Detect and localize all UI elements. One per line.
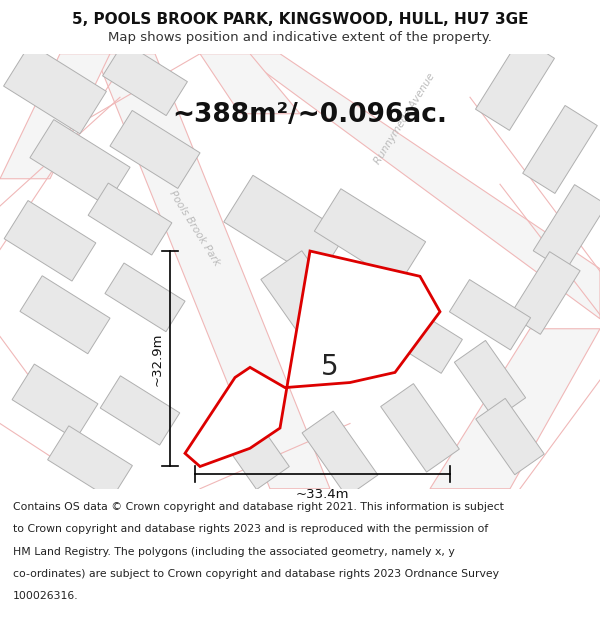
Polygon shape [4, 201, 96, 281]
Polygon shape [200, 54, 300, 114]
Polygon shape [47, 426, 133, 499]
Polygon shape [523, 106, 598, 194]
Polygon shape [211, 401, 289, 489]
Polygon shape [88, 183, 172, 255]
Polygon shape [476, 37, 554, 131]
Polygon shape [30, 119, 130, 206]
Polygon shape [0, 54, 110, 179]
Polygon shape [95, 54, 330, 489]
Text: to Crown copyright and database rights 2023 and is reproduced with the permissio: to Crown copyright and database rights 2… [13, 524, 488, 534]
Polygon shape [105, 263, 185, 332]
Polygon shape [240, 54, 600, 319]
Polygon shape [4, 44, 106, 134]
Polygon shape [449, 279, 530, 350]
Text: 5: 5 [321, 353, 339, 381]
Polygon shape [12, 364, 98, 439]
Text: 5, POOLS BROOK PARK, KINGSWOOD, HULL, HU7 3GE: 5, POOLS BROOK PARK, KINGSWOOD, HULL, HU… [72, 12, 528, 27]
Polygon shape [314, 189, 425, 284]
Polygon shape [224, 175, 346, 280]
Text: ~33.4m: ~33.4m [296, 488, 349, 501]
Polygon shape [476, 398, 544, 475]
Text: Contains OS data © Crown copyright and database right 2021. This information is : Contains OS data © Crown copyright and d… [13, 503, 504, 512]
Text: ~32.9m: ~32.9m [151, 332, 164, 386]
Text: co-ordinates) are subject to Crown copyright and database rights 2023 Ordnance S: co-ordinates) are subject to Crown copyr… [13, 569, 499, 579]
Polygon shape [510, 252, 580, 334]
Polygon shape [430, 329, 600, 489]
Text: Runnymede Avenue: Runnymede Avenue [373, 72, 437, 166]
Text: Pools Brook Park: Pools Brook Park [168, 188, 222, 267]
Polygon shape [533, 184, 600, 271]
Polygon shape [380, 384, 460, 472]
Polygon shape [185, 251, 440, 466]
Polygon shape [100, 376, 180, 445]
Text: Map shows position and indicative extent of the property.: Map shows position and indicative extent… [108, 31, 492, 44]
Text: ~388m²/~0.096ac.: ~388m²/~0.096ac. [173, 102, 448, 127]
Polygon shape [302, 411, 378, 497]
Polygon shape [20, 276, 110, 354]
Polygon shape [110, 111, 200, 189]
Polygon shape [377, 299, 463, 373]
Polygon shape [103, 42, 187, 116]
Polygon shape [454, 341, 526, 419]
Text: HM Land Registry. The polygons (including the associated geometry, namely x, y: HM Land Registry. The polygons (includin… [13, 546, 455, 556]
Polygon shape [261, 251, 359, 361]
Text: 100026316.: 100026316. [13, 591, 79, 601]
